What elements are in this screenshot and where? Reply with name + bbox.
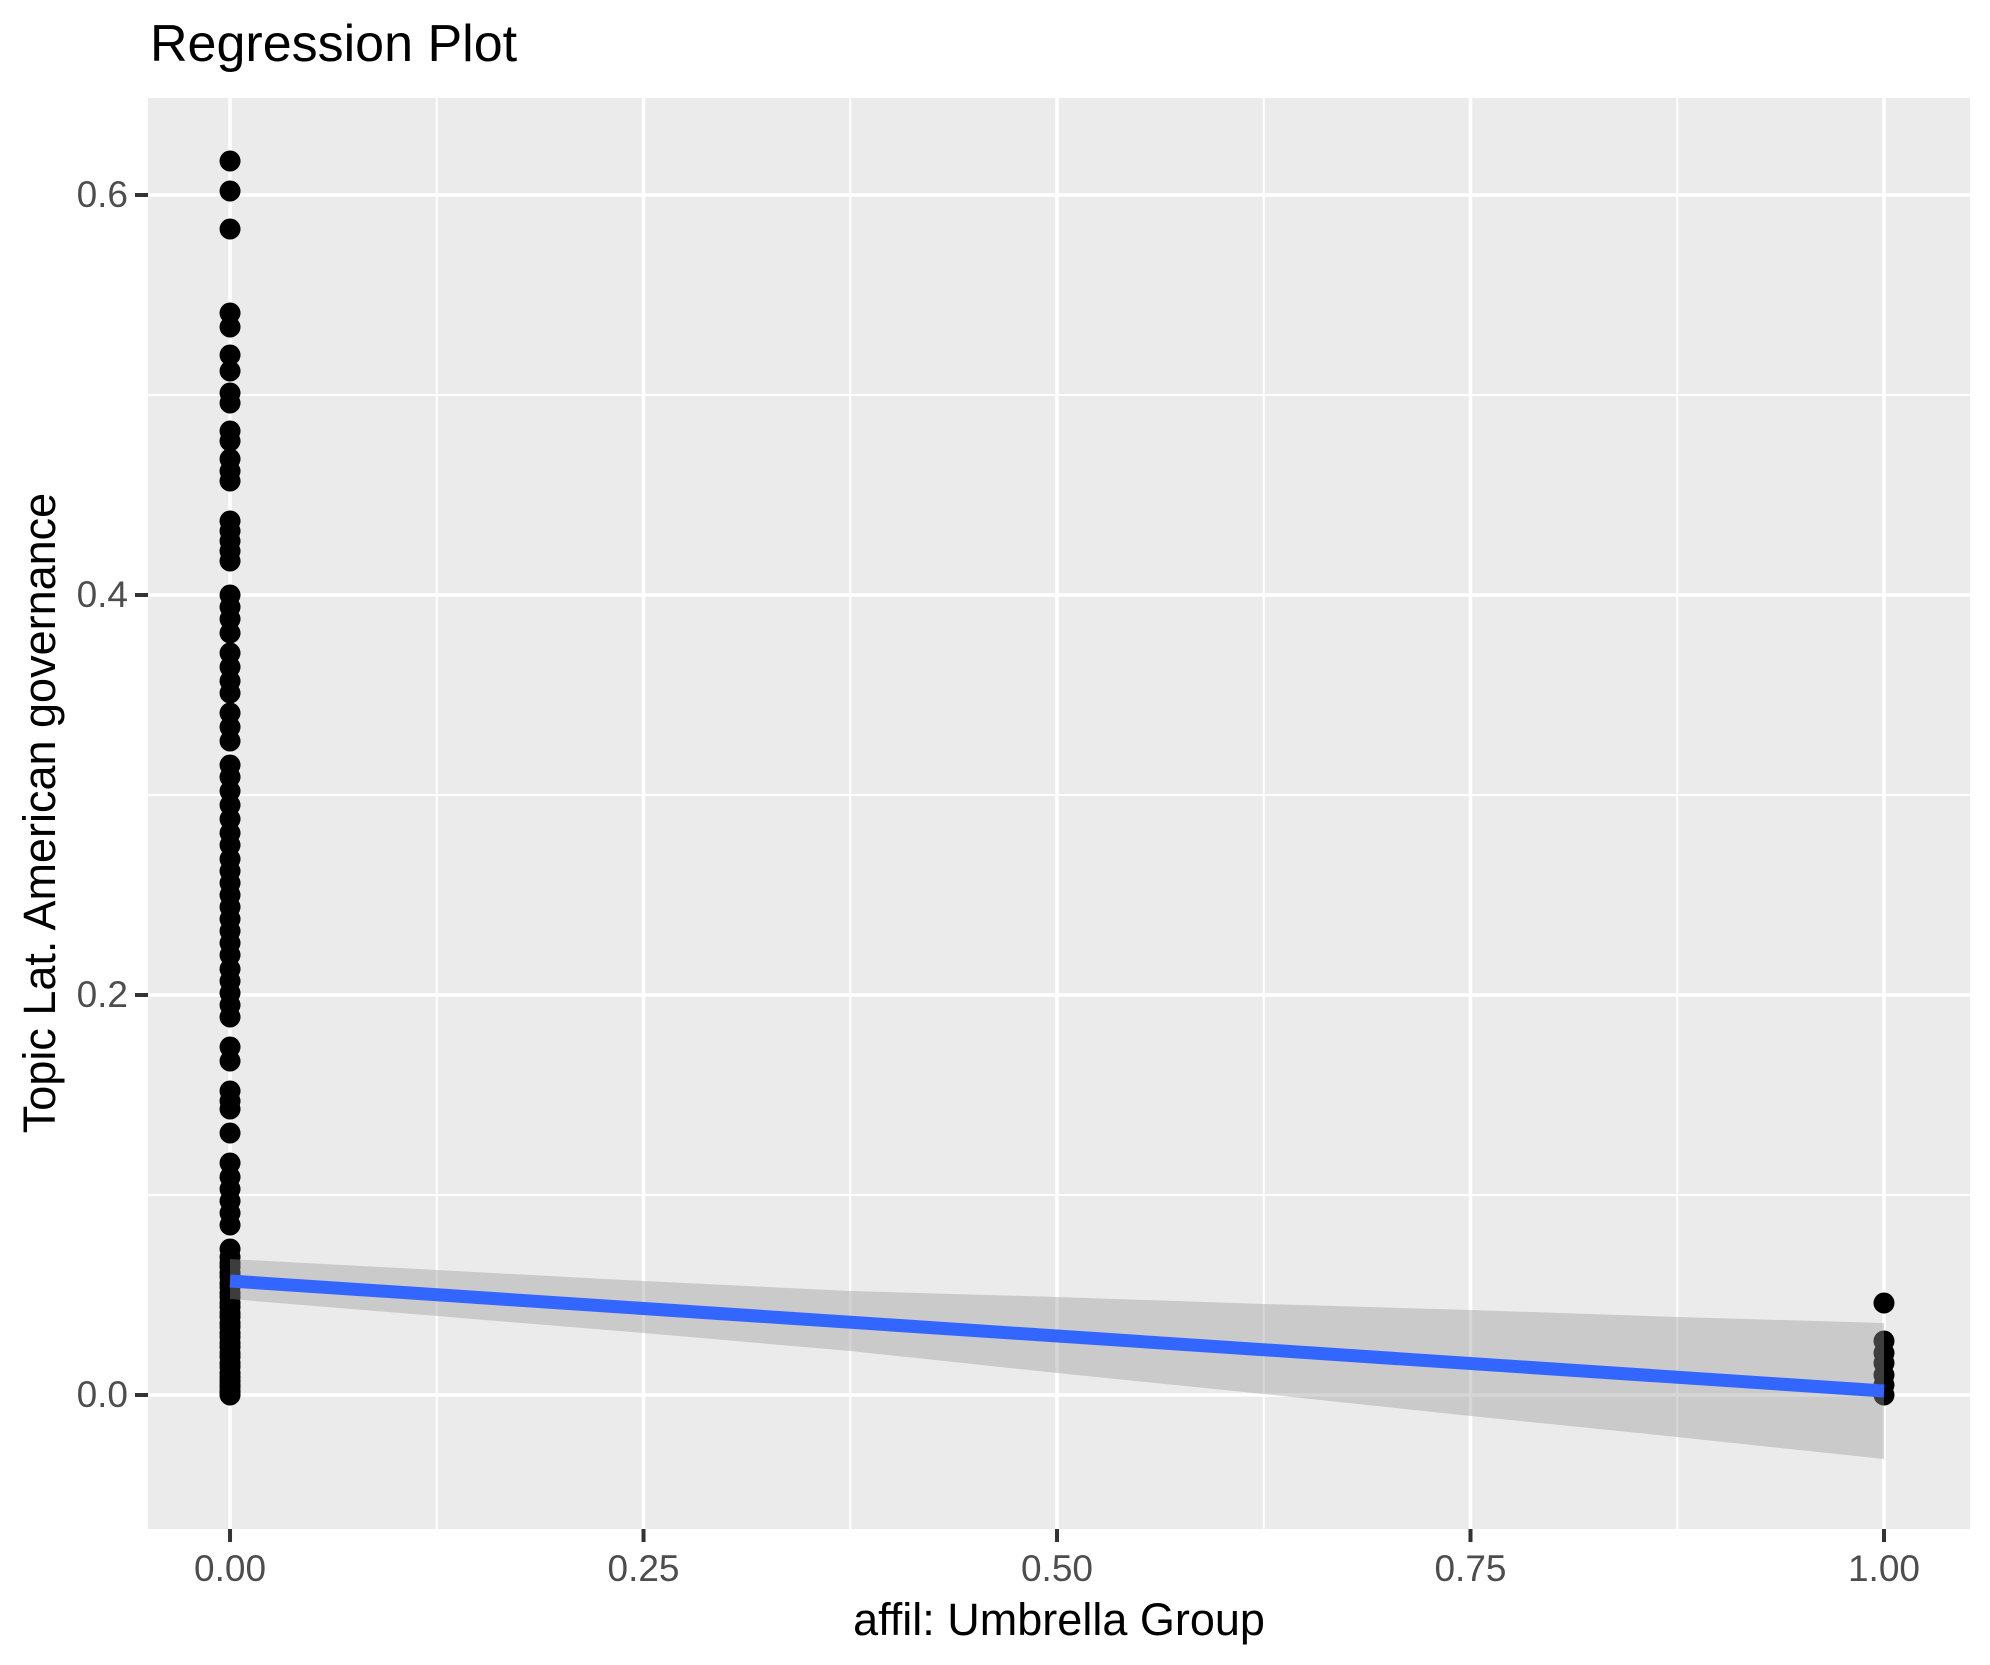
plot-title: Regression Plot: [150, 15, 518, 73]
data-point: [219, 344, 241, 366]
data-point: [219, 360, 241, 382]
data-point: [219, 430, 241, 452]
x-tick-label: 0.00: [194, 1548, 267, 1589]
y-tick-label: 0.6: [76, 174, 128, 215]
data-point: [219, 150, 241, 172]
data-point: [219, 1122, 241, 1144]
x-axis-title: affil: Umbrella Group: [853, 1594, 1265, 1645]
data-point: [219, 1384, 241, 1406]
y-tick-label: 0.4: [76, 574, 128, 615]
x-tick-label: 0.50: [1020, 1548, 1093, 1589]
y-tick-label: 0.2: [76, 974, 128, 1015]
data-point: [219, 682, 241, 704]
x-tick-label: 0.25: [607, 1548, 680, 1589]
data-point: [219, 218, 241, 240]
data-point: [1873, 1292, 1895, 1314]
data-point: [219, 550, 241, 572]
data-point: [219, 1098, 241, 1120]
x-tick-label: 1.00: [1847, 1548, 1920, 1589]
data-point: [219, 622, 241, 644]
data-point: [219, 730, 241, 752]
data-point: [219, 1214, 241, 1236]
y-tick-label: 0.0: [76, 1374, 128, 1415]
data-point: [219, 316, 241, 338]
x-tick-label: 0.75: [1434, 1548, 1507, 1589]
regression-line: [229, 1274, 1885, 1398]
data-point: [219, 180, 241, 202]
data-point: [219, 1050, 241, 1072]
data-point: [219, 392, 241, 414]
data-point: [219, 470, 241, 492]
data-point: [219, 1006, 241, 1028]
